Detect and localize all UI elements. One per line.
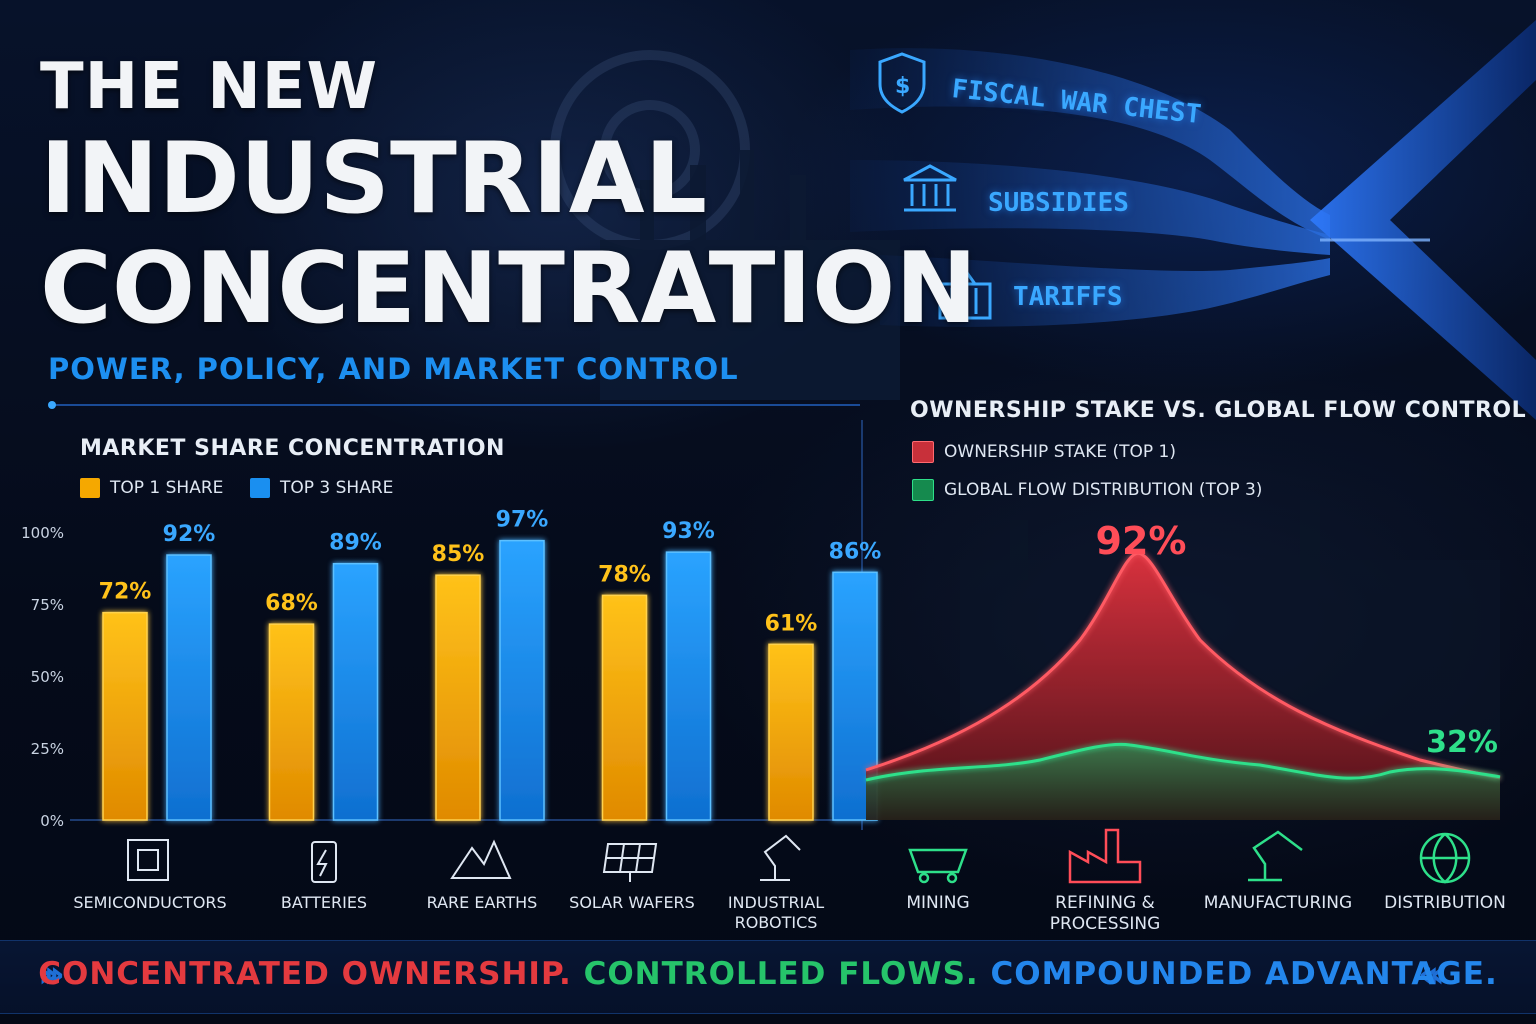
bar-top3	[665, 551, 712, 821]
title-line-1: THE NEW	[40, 50, 379, 124]
policy-ribbons	[850, 48, 1330, 327]
footer-tagline: CONCENTRATED OWNERSHIP. CONTROLLED FLOWS…	[0, 956, 1536, 992]
footer-part-ownership: CONCENTRATED OWNERSHIP.	[38, 956, 572, 992]
stage-label-mining: MINING	[906, 893, 970, 913]
factory-icon	[1068, 828, 1142, 884]
bar-top1	[102, 611, 148, 821]
header-divider-dot	[48, 401, 56, 409]
globe-icon	[1419, 832, 1471, 884]
bar-top3	[166, 554, 212, 821]
y-tick-label: 50%	[31, 668, 64, 686]
stage-label-manufacturing: MANUFACTURING	[1203, 893, 1353, 913]
area-chart-title: OWNERSHIP STAKE VS. GLOBAL FLOW CONTROL	[910, 398, 1527, 423]
category-label-semiconductors: SEMICONDUCTORS	[73, 893, 227, 912]
legend-flow: GLOBAL FLOW DISTRIBUTION (TOP 3)	[912, 479, 1262, 501]
bar-value-label: 97%	[496, 508, 549, 533]
bar-chart-title: MARKET SHARE CONCENTRATION	[80, 436, 505, 461]
category-label-rare-earths: RARE EARTHS	[426, 893, 538, 912]
arrowhead-graphic	[1310, 20, 1536, 420]
bar-value-label: 89%	[329, 531, 382, 556]
y-tick-label: 75%	[31, 596, 64, 614]
ownership-line	[865, 551, 1501, 780]
category-label-industrial-robotics: INDUSTRIAL ROBOTICS	[727, 893, 825, 932]
bar-top3	[499, 539, 545, 821]
bar-top3	[332, 562, 379, 821]
flow-line	[865, 742, 1501, 782]
shipping-container-icon	[938, 267, 992, 320]
bar-value-label: 68%	[265, 591, 318, 616]
bar-value-label: 85%	[432, 542, 485, 567]
bar-value-label: 86%	[829, 539, 882, 564]
bar-top1	[601, 594, 648, 821]
footer-part-flows: CONTROLLED FLOWS.	[583, 956, 979, 992]
flow-end-label: 32%	[1426, 725, 1498, 760]
subtitle: POWER, POLICY, AND MARKET CONTROL	[48, 352, 739, 386]
title-line-2: INDUSTRIAL	[40, 122, 708, 236]
legend-label-flow: GLOBAL FLOW DISTRIBUTION (TOP 3)	[944, 480, 1263, 500]
solar-panel-icon	[602, 843, 658, 882]
battery-icon	[311, 841, 337, 883]
ownership-area	[866, 553, 1500, 820]
chip-icon	[127, 839, 169, 881]
bar-top1	[768, 643, 814, 821]
legend-label-top1: TOP 1 SHARE	[110, 478, 224, 498]
mountain-icon	[450, 839, 512, 879]
legend-swatch-ownership	[912, 441, 934, 463]
bar-value-label: 72%	[99, 580, 152, 605]
legend-ownership: OWNERSHIP STAKE (TOP 1)	[912, 441, 1176, 463]
legend-swatch-top3	[250, 478, 270, 498]
robot-arm-icon	[1248, 830, 1303, 882]
y-tick-label: 0%	[40, 812, 64, 830]
bar-value-label: 93%	[662, 519, 715, 544]
legend-swatch-flow	[912, 479, 934, 501]
bar-top1	[435, 574, 481, 821]
bar-top1	[268, 623, 315, 821]
dollar-shield-icon: $	[878, 52, 926, 114]
legend-top1: TOP 1 SHARE	[80, 478, 223, 498]
footer-part-advantage: COMPOUNDED ADVANTAGE.	[990, 956, 1498, 992]
ownership-peak-label: 92%	[1096, 519, 1187, 563]
svg-text:$: $	[895, 74, 910, 99]
flow-label-subsidies: SUBSIDIES	[988, 188, 1129, 218]
legend-top3: TOP 3 SHARE	[250, 478, 393, 498]
flow-label-tariffs: TARIFFS	[1013, 282, 1123, 312]
legend-label-ownership: OWNERSHIP STAKE (TOP 1)	[944, 442, 1176, 462]
category-label-solar-wafers: SOLAR WAFERS	[569, 893, 695, 912]
robot-arm-icon	[760, 834, 801, 881]
stage-label-distribution: DISTRIBUTION	[1384, 893, 1506, 913]
y-tick-label: 100%	[21, 524, 64, 542]
stage-label-refining: REFINING & PROCESSING	[1049, 893, 1161, 934]
legend-label-top3: TOP 3 SHARE	[280, 478, 394, 498]
bar-value-label: 61%	[765, 611, 818, 636]
mine-cart-icon	[908, 848, 968, 884]
y-tick-label: 25%	[31, 740, 64, 758]
footer-band	[0, 940, 1536, 1014]
category-label-batteries: BATTERIES	[280, 893, 368, 912]
legend-swatch-top1	[80, 478, 100, 498]
bar-value-label: 92%	[163, 522, 216, 547]
bar-value-label: 78%	[598, 562, 651, 587]
bank-building-icon	[903, 164, 957, 212]
title-line-3: CONCENTRATION	[40, 232, 978, 346]
